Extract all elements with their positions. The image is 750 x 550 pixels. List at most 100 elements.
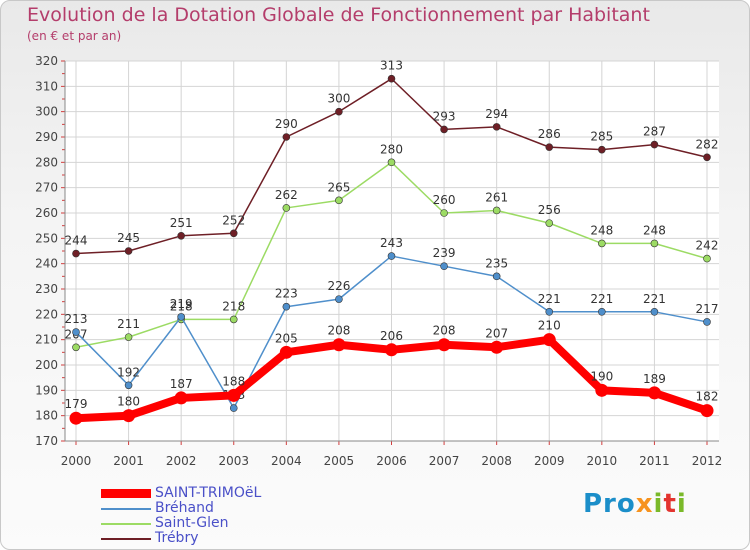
data-label: 260 [433,193,456,207]
data-point [385,343,398,357]
data-point [703,254,711,263]
x-tick-label: 2003 [218,454,249,468]
data-label: 206 [380,329,403,343]
data-point [598,239,606,248]
data-point [124,381,133,390]
data-point [177,232,185,240]
data-point [282,302,291,311]
legend-label: Trébry [155,530,199,546]
data-point [650,140,659,149]
y-tick-label: 310 [35,79,58,93]
y-tick-label: 240 [35,257,58,271]
data-point [332,338,346,352]
data-label: 235 [485,256,508,270]
data-label: 221 [538,292,561,306]
y-tick-label: 180 [35,409,58,423]
data-point [437,338,451,352]
data-point [174,391,188,405]
y-tick-label: 250 [35,231,58,245]
x-tick-label: 2005 [324,454,355,468]
y-tick-label: 300 [35,105,58,119]
data-point [492,206,501,215]
data-point [598,145,606,154]
data-label: 211 [117,317,140,331]
data-point [122,409,136,423]
data-label: 248 [643,223,666,237]
data-label: 293 [433,109,456,123]
data-point [440,209,448,217]
data-point [440,125,448,134]
data-point [595,383,609,397]
data-point [69,411,83,425]
data-point [545,307,554,316]
data-point [279,345,293,359]
y-tick-label: 190 [35,383,58,397]
data-point [700,404,714,418]
data-label: 223 [275,287,298,301]
data-label: 313 [380,59,403,73]
data-label: 282 [696,137,719,151]
data-label: 218 [170,299,193,313]
x-tick-label: 2011 [639,454,670,468]
data-label: 242 [696,239,719,253]
data-label: 285 [590,130,613,144]
legend-label: Bréhand [155,500,214,516]
data-point [177,313,185,321]
data-label: 205 [275,331,298,345]
data-point [229,315,238,324]
data-point [229,229,238,238]
data-label: 217 [696,302,719,316]
data-label: 208 [327,324,350,338]
x-tick-label: 2012 [692,454,723,468]
y-tick-label: 320 [35,54,58,68]
data-point [545,219,554,227]
data-label: 251 [170,216,193,230]
y-tick-label: 170 [35,434,58,448]
data-point [598,307,606,316]
legend-swatch [101,523,151,525]
data-label: 182 [696,390,719,404]
data-label: 280 [380,142,403,156]
data-label: 179 [65,397,88,411]
data-label: 252 [222,213,245,227]
x-tick-label: 2010 [587,454,618,468]
data-label: 245 [117,231,140,245]
chart-title: Evolution de la Dotation Globale de Fonc… [27,4,650,26]
data-point [440,262,448,271]
data-label: 265 [327,180,350,194]
data-point [650,239,659,248]
data-label: 256 [538,203,561,217]
data-label: 180 [117,395,140,409]
data-point [492,272,501,281]
y-tick-label: 260 [35,206,58,220]
y-tick-label: 220 [35,307,58,321]
data-point [227,388,241,402]
data-point [335,107,343,116]
legend-label: Saint-Glen [155,515,229,531]
data-point [72,343,80,352]
data-point [387,74,396,83]
y-tick-label: 210 [35,333,58,347]
data-point [335,295,343,303]
data-point [72,249,80,258]
x-tick-label: 2004 [271,454,302,468]
data-label: 294 [485,107,508,121]
x-tick-label: 2000 [61,454,92,468]
x-tick-label: 2001 [113,454,144,468]
data-label: 187 [170,377,193,391]
legend-label: SAINT-TRIMOëL [155,485,262,501]
data-label: 262 [275,188,298,202]
legend-swatch [101,538,151,540]
data-label: 221 [590,292,613,306]
legend-swatch [101,489,151,498]
data-point [282,204,291,212]
data-label: 210 [538,319,561,333]
data-label: 208 [433,324,456,338]
x-tick-label: 2008 [481,454,512,468]
data-point [647,386,661,400]
y-tick-label: 280 [35,155,58,169]
data-point [72,328,80,336]
y-tick-label: 230 [35,282,58,296]
